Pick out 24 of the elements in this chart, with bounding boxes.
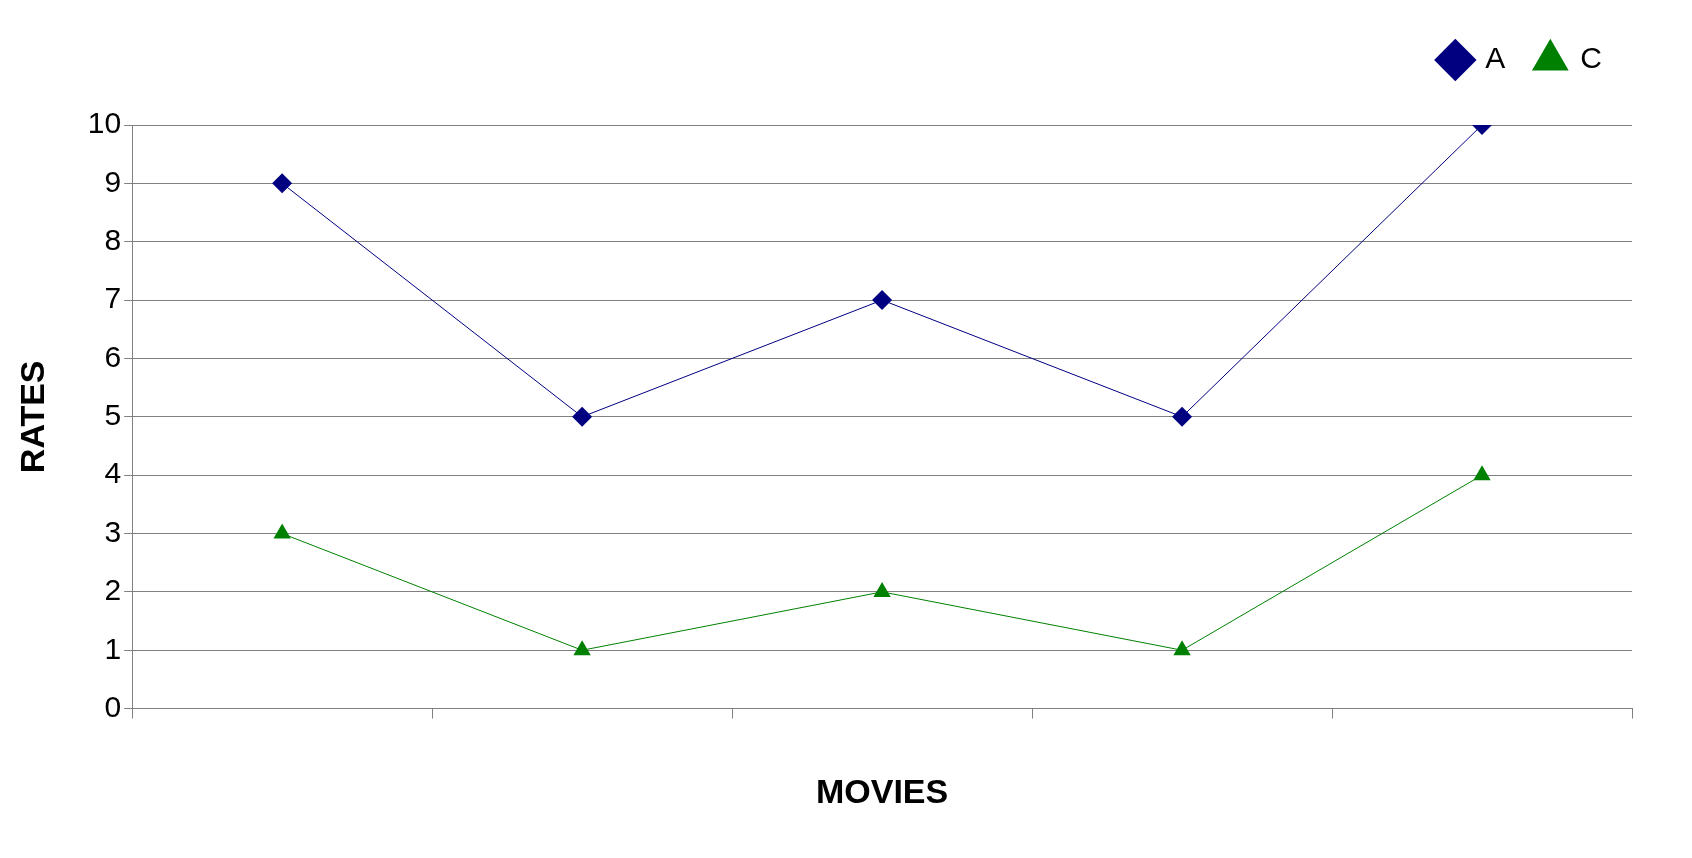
legend-label: A <box>1485 41 1506 75</box>
y-tick-label: 0 <box>104 689 122 723</box>
point <box>1173 640 1191 656</box>
y-tick-label: 7 <box>104 281 122 315</box>
point <box>573 640 591 656</box>
y-tick-label: 10 <box>87 106 122 140</box>
legend-label: C <box>1580 41 1603 75</box>
point <box>273 523 291 539</box>
point <box>272 173 293 194</box>
x-axis-title: MOVIES <box>815 771 949 810</box>
y-tick-label: 4 <box>104 456 122 490</box>
y-tick-label: 9 <box>104 164 122 198</box>
y-tick-label: 2 <box>104 573 122 607</box>
y-axis-title: RATES <box>12 360 51 474</box>
y-tick-label: 1 <box>104 631 122 665</box>
point <box>1473 465 1491 481</box>
point <box>1172 406 1193 427</box>
y-tick-label: 6 <box>104 339 122 373</box>
point <box>572 406 593 427</box>
point <box>873 581 891 597</box>
y-tick-label: 5 <box>104 398 122 432</box>
y-tick-label: 8 <box>104 222 122 256</box>
point <box>872 290 893 311</box>
y-tick-label: 3 <box>104 514 122 548</box>
